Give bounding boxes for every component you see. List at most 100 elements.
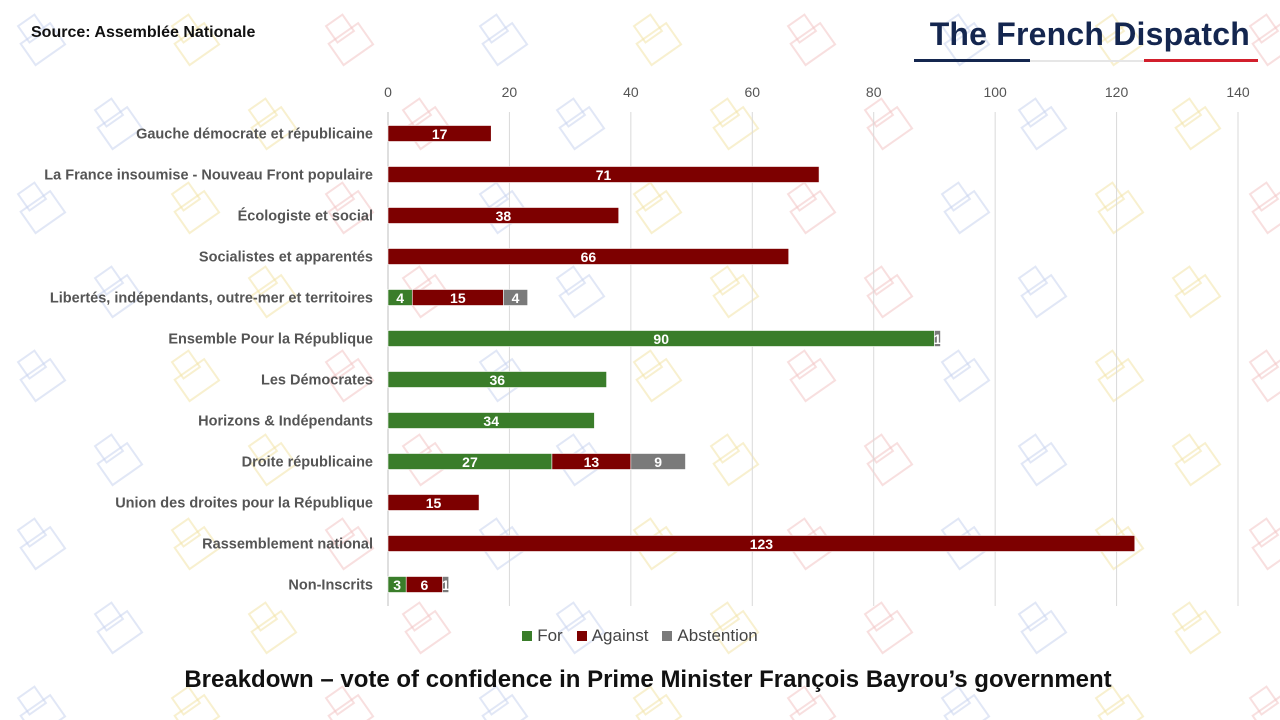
category-label: Ensemble Pour la République <box>168 332 373 348</box>
bg-ballot-icon <box>170 181 221 235</box>
data-label-abstention: 1 <box>934 331 942 347</box>
x-tick-label: 20 <box>502 84 518 100</box>
bg-ballot-icon <box>247 265 298 319</box>
bar-against-socialistes-et-apparentes <box>387 248 790 265</box>
category-label: Gauche démocrate et républicaine <box>136 127 373 143</box>
bar-against-gauche-democrate-et-republicaine <box>387 125 492 142</box>
bar-against-rassemblement-national <box>387 535 1136 552</box>
legend-swatch-abstention <box>662 631 673 641</box>
bg-ballot-icon <box>170 349 221 403</box>
x-tick-label: 40 <box>623 84 639 100</box>
bg-ballot-icon <box>863 97 914 151</box>
data-label-against: 123 <box>750 536 774 552</box>
x-tick-label: 140 <box>1226 84 1250 100</box>
bg-ballot-icon <box>632 685 683 720</box>
category-label: Non-Inscrits <box>288 578 373 594</box>
bg-ballot-icon <box>1017 97 1068 151</box>
data-label-abstention: 9 <box>654 454 662 470</box>
bg-ballot-icon <box>93 433 144 487</box>
bg-ballot-icon <box>1248 13 1280 67</box>
bg-ballot-icon <box>324 181 375 235</box>
bg-ballot-icon <box>863 601 914 655</box>
bg-ballot-icon <box>1248 517 1280 571</box>
legend-swatch-for <box>522 631 533 641</box>
data-label-for: 36 <box>489 372 505 388</box>
brand-title: The French Dispatch <box>929 16 1250 52</box>
source-label: Source: Assemblée Nationale <box>31 24 256 41</box>
x-tick-label: 60 <box>744 84 760 100</box>
bg-ballot-icon <box>1171 97 1222 151</box>
bg-ballot-icon <box>16 517 67 571</box>
category-label: Droite républicaine <box>242 455 373 471</box>
bg-ballot-icon <box>16 349 67 403</box>
brand-underline-blue <box>914 59 1030 62</box>
data-label-for: 90 <box>653 331 669 347</box>
bg-ballot-icon <box>940 349 991 403</box>
legend-item-for: For <box>522 626 563 646</box>
legend-label-abstention: Abstention <box>677 626 758 645</box>
bg-ballot-icon <box>555 601 606 655</box>
bg-ballot-icon <box>401 601 452 655</box>
x-tick-label: 80 <box>866 84 882 100</box>
category-label: Socialistes et apparentés <box>199 250 373 266</box>
bar-abstention-libertes-independants-outre-mer-et-territoires <box>503 289 528 306</box>
bg-ballot-icon <box>401 265 452 319</box>
bg-ballot-icon <box>1017 601 1068 655</box>
data-label-against: 38 <box>496 208 512 224</box>
bg-ballot-icon <box>324 349 375 403</box>
bg-ballot-icon <box>1248 181 1280 235</box>
data-label-against: 66 <box>581 249 597 265</box>
data-label-for: 27 <box>462 454 478 470</box>
bg-ballot-icon <box>1094 349 1145 403</box>
bar-for-les-democrates <box>387 371 607 388</box>
category-label: Libertés, indépendants, outre-mer et ter… <box>50 291 373 307</box>
bg-ballot-icon <box>709 97 760 151</box>
bg-ballot-icon <box>324 13 375 67</box>
x-tick-label: 120 <box>1105 84 1129 100</box>
bg-ballot-icon <box>1094 181 1145 235</box>
bg-ballot-icon <box>1171 601 1222 655</box>
bg-ballot-icon <box>1017 433 1068 487</box>
bg-ballot-icon <box>324 517 375 571</box>
category-label: Les Démocrates <box>261 373 373 389</box>
bg-ballot-icon <box>786 349 837 403</box>
data-label-against: 6 <box>421 577 429 593</box>
bg-ballot-icon <box>247 433 298 487</box>
bar-against-union-des-droites-pour-la-republique <box>387 494 480 511</box>
legend-item-against: Against <box>576 626 648 646</box>
data-label-abstention: 1 <box>442 577 450 593</box>
bg-ballot-icon <box>555 265 606 319</box>
legend-swatch-against <box>576 631 587 641</box>
bg-ballot-icon <box>555 97 606 151</box>
bar-abstention-droite-republicaine <box>630 453 686 470</box>
bar-against-ecologiste-et-social <box>387 207 620 224</box>
chart-legend: For Against Abstention <box>0 626 1280 646</box>
bg-ballot-icon <box>709 601 760 655</box>
bg-ballot-icon <box>1248 349 1280 403</box>
data-label-against: 15 <box>450 290 466 306</box>
brand-underline-red <box>1144 59 1258 62</box>
data-label-for: 3 <box>393 577 401 593</box>
bg-ballot-icon <box>1094 685 1145 720</box>
bg-ballot-icon <box>632 13 683 67</box>
bg-ballot-icon <box>170 13 221 67</box>
bg-ballot-icon <box>93 265 144 319</box>
bg-ballot-icon <box>709 433 760 487</box>
bg-ballot-icon <box>1171 433 1222 487</box>
bg-ballot-icon <box>247 601 298 655</box>
bg-ballot-icon <box>324 685 375 720</box>
brand-underline-white <box>1030 60 1144 62</box>
bg-ballot-icon <box>786 181 837 235</box>
category-label: Union des droites pour la République <box>115 496 373 512</box>
legend-item-abstention: Abstention <box>662 626 758 646</box>
category-label: Écologiste et social <box>238 208 373 225</box>
bg-ballot-icon <box>632 349 683 403</box>
bg-ballot-icon <box>632 181 683 235</box>
chart-caption: Breakdown – vote of confidence in Prime … <box>184 666 1112 693</box>
legend-label-for: For <box>537 626 563 645</box>
bg-ballot-icon <box>93 601 144 655</box>
bg-ballot-icon <box>1017 265 1068 319</box>
data-label-against: 13 <box>584 454 600 470</box>
bg-ballot-icon <box>940 13 991 67</box>
bg-ballot-icon <box>940 685 991 720</box>
